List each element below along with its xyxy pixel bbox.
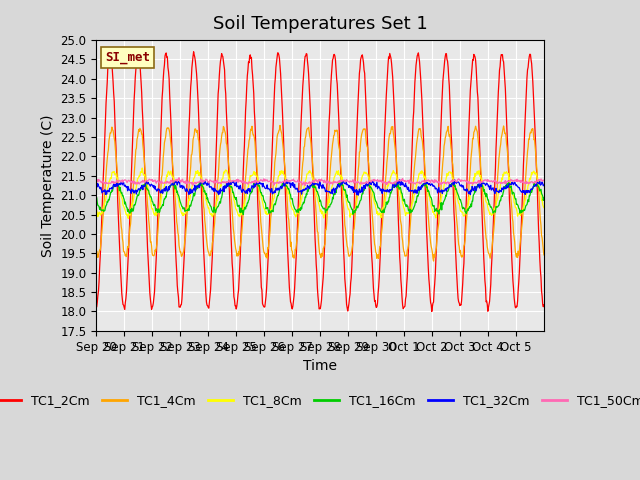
TC1_4Cm [227,192,235,198]
TC1_2Cm [228,246,236,252]
TC1_2Cm [391,125,399,131]
TC1_2Cm [428,309,436,314]
TC1_16Cm [92,194,100,200]
TC1_8Cm [540,205,548,211]
TC1_32Cm [92,181,100,187]
Line: TC1_32Cm: TC1_32Cm [96,180,544,195]
TC1_4Cm [276,122,284,128]
TC1_8Cm [392,171,399,177]
TC1_50Cm [301,182,309,188]
Legend: TC1_2Cm, TC1_4Cm, TC1_8Cm, TC1_16Cm, TC1_32Cm, TC1_50Cm: TC1_2Cm, TC1_4Cm, TC1_8Cm, TC1_16Cm, TC1… [0,389,640,412]
TC1_50Cm [175,175,183,180]
Title: Soil Temperatures Set 1: Soil Temperatures Set 1 [212,15,428,33]
TC1_32Cm [227,182,235,188]
TC1_16Cm [367,184,374,190]
TC1_32Cm [145,181,152,187]
TC1_50Cm [145,177,152,183]
TC1_32Cm [540,182,548,188]
TC1_2Cm [250,90,257,96]
TC1_32Cm [355,192,362,198]
TC1_32Cm [266,187,274,193]
TC1_4Cm [429,258,437,264]
TC1_4Cm [145,217,152,223]
X-axis label: Time: Time [303,359,337,373]
TC1_4Cm [366,180,374,186]
Line: TC1_4Cm: TC1_4Cm [96,125,544,261]
Text: SI_met: SI_met [105,51,150,64]
TC1_2Cm [540,302,548,308]
TC1_16Cm [250,184,258,190]
TC1_32Cm [451,177,458,182]
TC1_16Cm [145,188,152,193]
TC1_16Cm [540,195,548,201]
Line: TC1_8Cm: TC1_8Cm [96,168,544,218]
TC1_4Cm [540,252,548,258]
TC1_2Cm [190,49,198,55]
TC1_8Cm [228,187,236,193]
TC1_50Cm [367,178,374,184]
TC1_8Cm [367,181,374,187]
Line: TC1_2Cm: TC1_2Cm [96,52,544,312]
TC1_16Cm [196,179,204,184]
TC1_2Cm [92,304,100,310]
TC1_32Cm [250,184,257,190]
TC1_4Cm [250,132,257,138]
TC1_16Cm [392,181,399,187]
TC1_50Cm [250,179,257,184]
TC1_4Cm [391,144,399,149]
TC1_50Cm [540,177,548,183]
Line: TC1_16Cm: TC1_16Cm [96,181,544,215]
TC1_32Cm [366,179,374,184]
TC1_8Cm [92,204,100,210]
TC1_2Cm [267,187,275,193]
TC1_8Cm [138,165,146,171]
TC1_32Cm [391,182,399,188]
TC1_50Cm [228,179,236,185]
TC1_16Cm [268,209,275,215]
TC1_50Cm [267,179,275,185]
TC1_8Cm [124,216,132,221]
TC1_2Cm [366,205,374,211]
Y-axis label: Soil Temperature (C): Soil Temperature (C) [41,114,55,257]
Line: TC1_50Cm: TC1_50Cm [96,178,544,185]
TC1_8Cm [268,207,275,213]
TC1_8Cm [146,196,154,202]
TC1_16Cm [228,184,236,190]
TC1_4Cm [92,250,100,256]
TC1_16Cm [239,212,247,217]
TC1_8Cm [250,169,258,175]
TC1_50Cm [92,178,100,184]
TC1_4Cm [266,228,274,233]
TC1_50Cm [392,180,399,186]
TC1_2Cm [145,269,152,275]
